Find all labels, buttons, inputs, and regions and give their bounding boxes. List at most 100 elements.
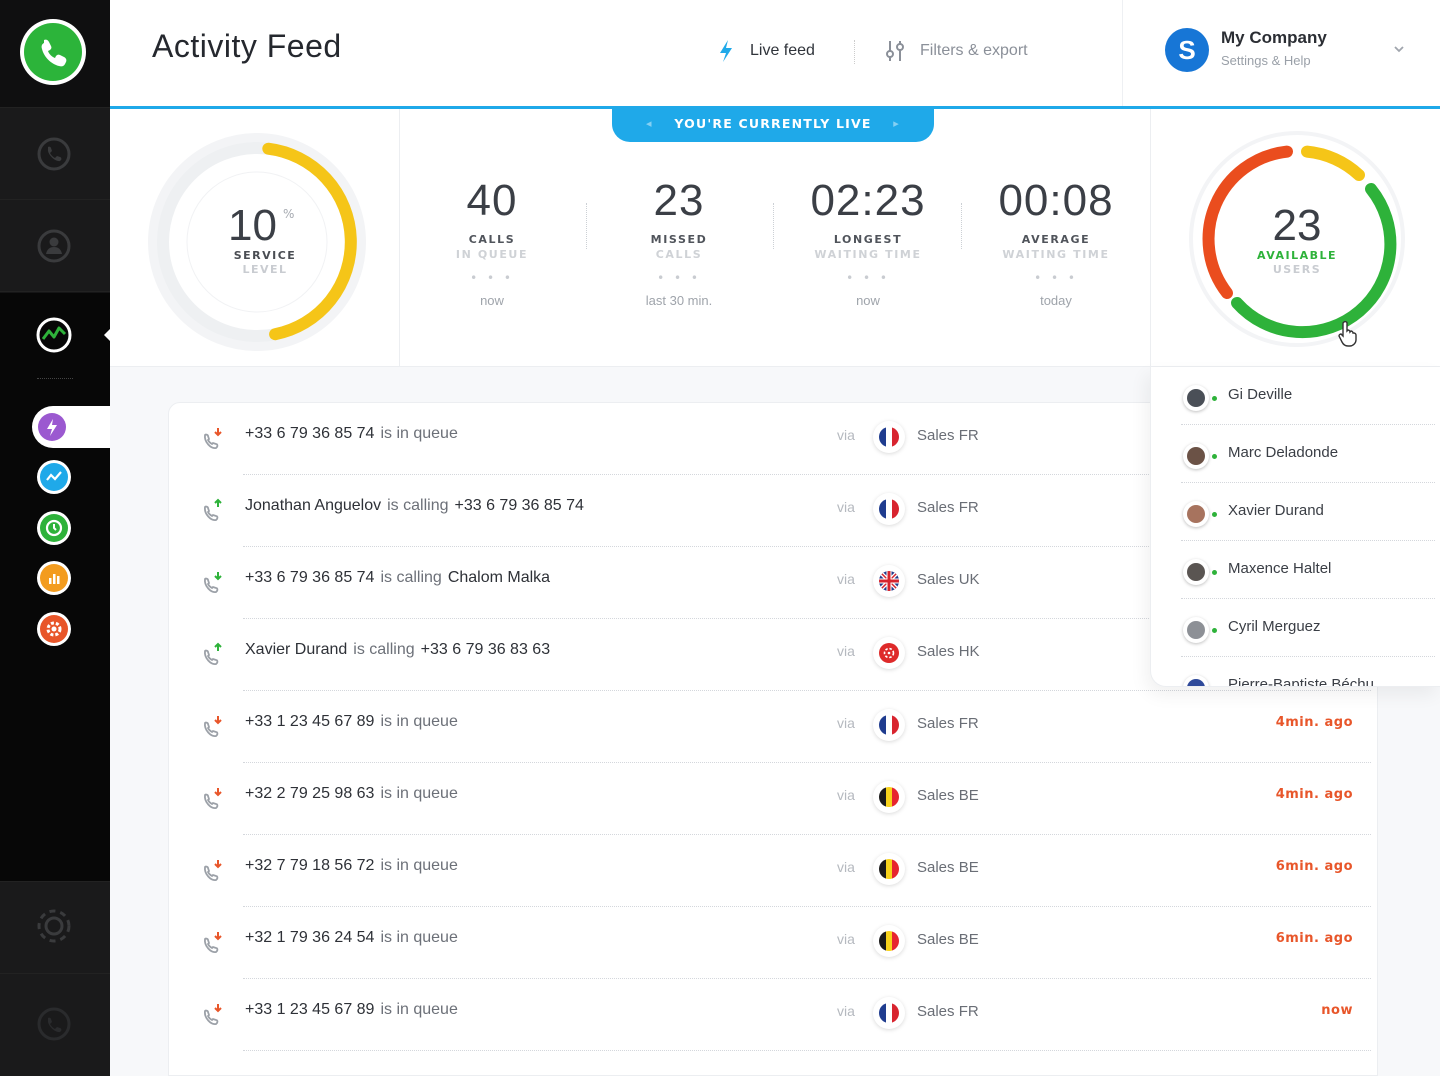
- stat-label: CALLS: [468, 233, 516, 246]
- stat-dots: • • •: [470, 271, 514, 285]
- feed-row-verb: is in queue: [380, 785, 458, 802]
- stat-value: 00:08: [998, 176, 1114, 225]
- feed-row[interactable]: +32 1 79 36 24 54 is in queue via Sales BE 6…: [169, 907, 1379, 979]
- feed-row[interactable]: +33 6 79 36 85 74 is in queue via Sales FR: [169, 403, 1379, 475]
- avatar: [1183, 675, 1209, 686]
- sidebar-item-analytics[interactable]: [0, 293, 110, 881]
- feed-row-via: via: [837, 859, 855, 875]
- user-list-item[interactable]: Marc Deladonde: [1151, 425, 1440, 483]
- mouse-cursor-icon: [1338, 320, 1357, 347]
- feed-row-party-a: +33 6 79 36 85 74: [245, 569, 375, 586]
- nav-filters-label: Filters & export: [920, 42, 1028, 59]
- stat-sublabel: IN QUEUE: [455, 248, 529, 261]
- flag-fr-icon: [873, 997, 905, 1029]
- feed-row[interactable]: Xavier Durand is calling +33 6 79 36 83 63…: [169, 619, 1379, 691]
- available-users-sublabel: USERS: [1272, 263, 1322, 276]
- available-users-value: 23: [1272, 201, 1322, 250]
- nav-filters-export[interactable]: Filters & export: [882, 38, 1028, 64]
- chart-line-icon: [40, 463, 68, 491]
- nav-live-feed-label: Live feed: [750, 42, 815, 59]
- feed-row[interactable]: +33 1 23 45 67 89 is in queue via Sales FR 4…: [169, 691, 1379, 763]
- stat-value: 02:23: [810, 176, 926, 225]
- feed-row-party-a: +33 1 23 45 67 89: [245, 713, 375, 730]
- analytics-icon: [36, 317, 72, 353]
- available-users-widget[interactable]: 23 AVAILABLE USERS: [1150, 109, 1440, 366]
- feed-row-verb: is in queue: [380, 1001, 458, 1018]
- stat-sublabel: WAITING TIME: [1002, 248, 1110, 261]
- refresh-icon: [40, 514, 68, 542]
- service-level-widget: 10 % SERVICE LEVEL: [110, 109, 400, 366]
- flag-be-icon: [873, 781, 905, 813]
- stat-missed-calls: 23 MISSED CALLS • • • last 30 min.: [585, 175, 773, 308]
- online-status-dot: [1212, 628, 1217, 633]
- user-list-item[interactable]: Xavier Durand: [1151, 483, 1440, 541]
- header: Activity Feed Live feed Filters & export…: [110, 0, 1440, 108]
- avatar: [1183, 443, 1209, 469]
- feed-row-text: +32 1 79 36 24 54 is in queue: [245, 929, 464, 947]
- power-icon: [37, 1007, 71, 1041]
- feed-row-line: Sales FR: [917, 715, 979, 732]
- sidebar-sub-reports[interactable]: [37, 561, 71, 595]
- flag-be-icon: [873, 853, 905, 885]
- stat-sublabel: CALLS: [655, 248, 703, 261]
- feed-row[interactable]: +33 1 23 45 67 89 is in queue via Sales FR n…: [169, 979, 1379, 1051]
- feed-row-party-a: +32 7 79 18 56 72: [245, 857, 375, 874]
- feed-row[interactable]: +32 7 79 18 56 72 is in queue via Sales BE 6…: [169, 835, 1379, 907]
- feed-row-via: via: [837, 427, 855, 443]
- flag-be-icon: [873, 925, 905, 957]
- lightning-icon: [720, 40, 732, 62]
- feed-row-line: Sales HK: [917, 643, 980, 660]
- feed-row[interactable]: Jonathan Anguelov is calling +33 6 79 36 8…: [169, 475, 1379, 547]
- flag-uk-icon: [873, 565, 905, 597]
- sidebar: [0, 0, 110, 1076]
- sidebar-item-integrations[interactable]: [0, 881, 110, 973]
- sidebar-item-power[interactable]: [0, 973, 110, 1076]
- service-level-gauge: [148, 133, 366, 351]
- sidebar-item-calls[interactable]: [0, 108, 110, 200]
- feed-row-verb: is in queue: [380, 857, 458, 874]
- avatar: [1183, 501, 1209, 527]
- avatar: [1183, 617, 1209, 643]
- sidebar-item-contacts[interactable]: [0, 200, 110, 292]
- user-list-item[interactable]: Cyril Merguez: [1151, 599, 1440, 657]
- nav-live-feed[interactable]: Live feed: [716, 38, 815, 64]
- user-name: Xavier Durand: [1228, 502, 1324, 519]
- feed-row[interactable]: +32 2 79 25 98 63 is in queue via Sales BE 4…: [169, 763, 1379, 835]
- user-list-item[interactable]: Maxence Haltel: [1151, 541, 1440, 599]
- stat-value: 40: [466, 176, 518, 225]
- incoming-call-icon: [201, 857, 225, 887]
- feed-row-verb: is calling: [387, 497, 449, 514]
- stat-period: last 30 min.: [645, 293, 713, 308]
- app-logo[interactable]: [0, 0, 110, 108]
- sidebar-sub-settings[interactable]: [37, 612, 71, 646]
- sidebar-sub-live-feed[interactable]: [32, 406, 110, 448]
- stat-dots: • • •: [846, 271, 890, 285]
- sidebar-sub-sync[interactable]: [37, 511, 71, 545]
- stat-dots: • • •: [657, 271, 701, 285]
- flag-fr-icon: [873, 421, 905, 453]
- feed-row-line: Sales BE: [917, 787, 979, 804]
- feed-row[interactable]: +33 6 79 36 85 74 is calling Chalom Malka v…: [169, 547, 1379, 619]
- sidebar-sub-stats[interactable]: [37, 460, 71, 494]
- user-name: Pierre-Baptiste Béchu: [1228, 676, 1374, 687]
- service-level-sublabel: LEVEL: [242, 263, 288, 276]
- page-title: Activity Feed: [152, 28, 342, 64]
- feed-row-time: 4min. ago: [1275, 715, 1353, 730]
- feed-row-verb: is calling: [380, 569, 442, 586]
- incoming-call-icon: [201, 713, 225, 743]
- user-list-item[interactable]: Gi Deville: [1151, 367, 1440, 425]
- feed-row-via: via: [837, 499, 855, 515]
- feed-row-party-a: +32 2 79 25 98 63: [245, 785, 375, 802]
- user-list-item[interactable]: Pierre-Baptiste Béchu: [1151, 657, 1440, 687]
- company-menu[interactable]: S My Company Settings & Help: [1122, 0, 1440, 106]
- feed-row-text: +33 1 23 45 67 89 is in queue: [245, 713, 464, 731]
- feed-row-text: +33 1 23 45 67 89 is in queue: [245, 1001, 464, 1019]
- service-level-label: SERVICE: [233, 249, 297, 262]
- feed-row-line: Sales FR: [917, 1003, 979, 1020]
- feed-row-party-b: Chalom Malka: [447, 569, 551, 586]
- feed-row-line: Sales FR: [917, 427, 979, 444]
- feed-row-text: +33 6 79 36 85 74 is calling Chalom Malka: [245, 569, 550, 587]
- incoming-call-icon: [201, 785, 225, 815]
- feed-row-via: via: [837, 787, 855, 803]
- stat-value: 23: [653, 176, 705, 225]
